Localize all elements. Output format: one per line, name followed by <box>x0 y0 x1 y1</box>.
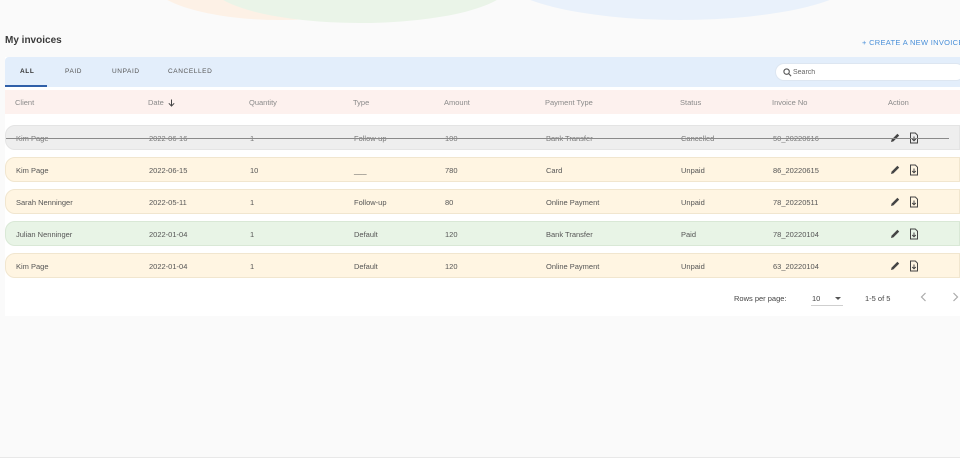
column-header-payment-type[interactable]: Payment Type <box>545 98 593 107</box>
rows-per-page-select[interactable]: 10 <box>811 290 843 306</box>
table-row[interactable]: Julian Nenninger 2022-01-04 1 Default 12… <box>5 221 960 246</box>
cell-client: Sarah Nenninger <box>16 198 73 207</box>
cell-date: 2022-01-04 <box>149 262 188 271</box>
column-header-date[interactable]: Date <box>148 98 175 107</box>
cell-payment-type: Online Payment <box>546 262 600 271</box>
create-invoice-button[interactable]: + CREATE A NEW INVOICE <box>862 38 960 47</box>
active-tab-indicator <box>5 85 47 87</box>
cell-client: Kim Page <box>16 166 49 175</box>
cell-quantity: 1 <box>250 262 255 271</box>
cell-amount: 120 <box>445 262 458 271</box>
cell-quantity: 1 <box>250 198 255 207</box>
cell-status: Unpaid <box>681 198 705 207</box>
table-row[interactable]: Kim Page 2022-06-15 10 ___ 780 Card Unpa… <box>5 157 960 182</box>
cell-invoice-no: 63_20220104 <box>773 262 819 271</box>
search-icon <box>783 68 792 77</box>
chevron-left-icon[interactable] <box>919 291 929 303</box>
page-title: My invoices <box>5 35 62 46</box>
cell-quantity: 1 <box>250 230 255 239</box>
cell-status: Unpaid <box>681 166 705 175</box>
column-header-invoice-no[interactable]: Invoice No <box>772 98 808 107</box>
column-header-client[interactable]: Client <box>15 98 35 107</box>
column-header-amount[interactable]: Amount <box>444 98 470 107</box>
cell-payment-type: Bank Transfer <box>546 230 593 239</box>
edit-pencil-icon[interactable] <box>889 196 901 208</box>
cell-status: Unpaid <box>681 262 705 271</box>
cell-quantity: 10 <box>250 166 259 175</box>
edit-pencil-icon[interactable] <box>889 228 901 240</box>
pagination-range: 1-5 of 5 <box>865 294 891 303</box>
tab-all[interactable]: ALL <box>20 68 35 75</box>
rows-per-page-value: 10 <box>812 294 821 303</box>
edit-pencil-icon[interactable] <box>889 164 901 176</box>
search-box[interactable] <box>775 63 960 81</box>
cell-date: 2022-01-04 <box>149 230 188 239</box>
cell-invoice-no: 78_20220511 <box>773 198 819 207</box>
cell-type: Default <box>354 262 378 271</box>
column-header-quantity[interactable]: Quantity <box>249 98 277 107</box>
download-document-icon[interactable] <box>908 260 920 272</box>
decor-blob <box>500 0 860 20</box>
edit-pencil-icon[interactable] <box>889 260 901 272</box>
cell-client: Julian Nenninger <box>16 230 73 239</box>
tab-cancelled[interactable]: CANCELLED <box>168 68 213 75</box>
cell-payment-type: Online Payment <box>546 198 600 207</box>
cell-invoice-no: 86_20220615 <box>773 166 819 175</box>
cell-date: 2022-05-11 <box>149 198 187 207</box>
tab-paid[interactable]: PAID <box>65 68 83 75</box>
rows-per-page-label: Rows per page: <box>734 294 787 303</box>
cell-type: ___ <box>354 166 367 175</box>
column-header-date-label: Date <box>148 98 164 107</box>
cell-type: Follow-up <box>354 198 387 207</box>
tabs-bar: ALL PAID UNPAID CANCELLED <box>5 57 960 87</box>
strikethrough-line <box>6 138 949 139</box>
tab-unpaid[interactable]: UNPAID <box>112 68 140 75</box>
column-header-type[interactable]: Type <box>353 98 370 107</box>
sort-descending-icon <box>168 99 175 107</box>
chevron-right-icon[interactable] <box>950 291 960 303</box>
download-document-icon[interactable] <box>908 196 920 208</box>
cell-date: 2022-06-15 <box>149 166 188 175</box>
table-row[interactable]: Kim Page 2022-06-16 1 Follow-up 100 Bank… <box>5 125 960 150</box>
search-input[interactable] <box>793 67 953 78</box>
cell-client: Kim Page <box>16 262 49 271</box>
download-document-icon[interactable] <box>908 164 920 176</box>
invoices-card: ALL PAID UNPAID CANCELLED Client Date Qu… <box>5 57 960 316</box>
column-header-status[interactable]: Status <box>680 98 702 107</box>
cell-amount: 80 <box>445 198 454 207</box>
header-decoration <box>0 0 960 30</box>
cell-status: Paid <box>681 230 697 239</box>
table-row[interactable]: Sarah Nenninger 2022-05-11 1 Follow-up 8… <box>5 189 960 214</box>
column-header-action: Action <box>888 98 909 107</box>
cell-type: Default <box>354 230 378 239</box>
edit-pencil-icon[interactable] <box>889 132 901 144</box>
cell-payment-type: Card <box>546 166 563 175</box>
table-header: Client Date Quantity Type Amount Payment… <box>5 90 960 114</box>
cell-amount: 780 <box>445 166 458 175</box>
caret-down-icon <box>835 297 841 300</box>
cell-invoice-no: 78_20220104 <box>773 230 819 239</box>
cell-amount: 120 <box>445 230 458 239</box>
table-row[interactable]: Kim Page 2022-01-04 1 Default 120 Online… <box>5 253 960 278</box>
download-document-icon[interactable] <box>908 228 920 240</box>
decor-blob <box>210 0 510 23</box>
